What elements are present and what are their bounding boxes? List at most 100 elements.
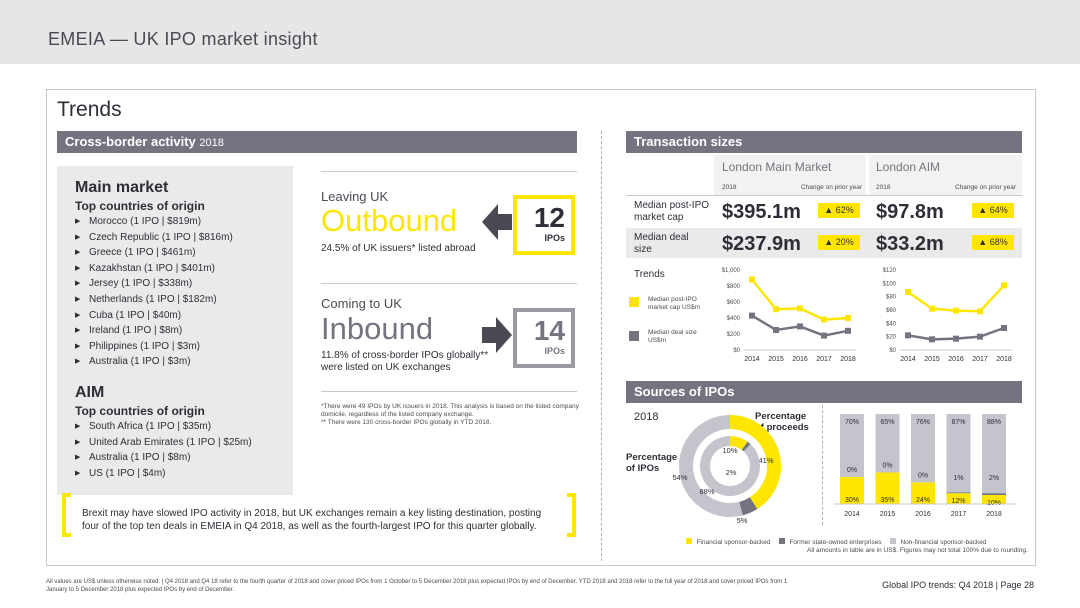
row-label-deal-size: Median deal size — [634, 232, 689, 255]
data-point — [929, 305, 935, 312]
y-tick-label: $0 — [733, 348, 740, 354]
outbound-desc: 24.5% of UK issuers* listed abroad — [321, 243, 476, 254]
bar-label: 65% — [880, 419, 894, 426]
y-tick-label: $400 — [727, 316, 741, 322]
row-label-market-cap: Median post-IPO market cap — [634, 200, 710, 223]
data-point — [845, 327, 851, 334]
outbound-count-box: 12 IPOs — [513, 195, 575, 255]
bullet-icon: ▶ — [75, 218, 81, 225]
bar-label: 88% — [987, 419, 1001, 426]
list-item-text: Netherlands (1 IPO | $182m) — [89, 294, 217, 305]
bar-label: 0% — [882, 463, 892, 470]
col-aim-year: 2018 — [876, 184, 891, 191]
main-deal-size-value: $237.9m — [722, 233, 801, 255]
aim-deal-size-value: $33.2m — [876, 233, 944, 255]
sources-header: Sources of IPOs — [626, 381, 1022, 403]
data-point — [845, 315, 851, 321]
bar-label: 2% — [989, 475, 999, 482]
data-point — [797, 323, 803, 330]
sources-donut-chart: 41% 5% 54% 10% 2% 88% — [672, 415, 781, 525]
y-tick-label: $40 — [886, 321, 897, 327]
series-line — [907, 284, 1005, 313]
y-tick-label: $0 — [889, 348, 896, 354]
col-main-market: London Main Market — [722, 160, 832, 174]
legend-swatch-state — [778, 538, 785, 544]
outbound-count: 12 — [533, 202, 565, 233]
countries-panel — [57, 166, 293, 495]
inbound-desc: 11.8% of cross-border IPOs globally** we… — [321, 350, 489, 373]
data-point — [929, 336, 935, 343]
data-point — [821, 332, 827, 339]
divider — [321, 391, 577, 392]
note-1: *There were 49 IPOs by UK issuers in 201… — [321, 403, 579, 418]
list-item-text: Australia (1 IPO | $3m) — [89, 356, 191, 368]
bar-segment — [911, 482, 935, 504]
col-main-year: 2018 — [722, 184, 737, 191]
list-item: ▶ Australia (1 IPO | $8m) — [75, 452, 191, 463]
list-item-text: United Arab Emirates (1 IPO | $25m) — [89, 436, 252, 448]
outbound-label: Outbound — [321, 203, 458, 238]
right-bracket — [567, 493, 576, 537]
bar-label: 87% — [951, 419, 965, 426]
list-item-text: Jersey (1 IPO | $338m) — [89, 278, 193, 290]
main-market-trend-chart: $0 $200 $400 $600 $800 $1,000 2014 2015 2016 2017… — [722, 268, 856, 363]
inbound-arrow-icon — [482, 317, 512, 353]
bullet-icon: ▶ — [75, 423, 81, 430]
list-item-text: Philippines (1 IPO | $3m) — [89, 340, 200, 352]
main-market-cap-change: ▲ 62% — [818, 203, 860, 218]
bar-label: 70% — [845, 419, 859, 426]
bar-label: 76% — [916, 419, 930, 426]
bullet-icon: ▶ — [75, 233, 81, 241]
divider — [321, 283, 577, 284]
bar-segment — [946, 493, 971, 504]
page-number: Global IPO trends: Q4 2018 | Page 28 — [882, 580, 1034, 590]
bullet-icon: ▶ — [75, 249, 81, 257]
x-tick-label: 2017 — [972, 356, 988, 363]
data-point — [749, 276, 755, 283]
x-tick-label: 2014 — [900, 356, 916, 363]
donut-slice — [700, 436, 760, 496]
bullet-icon: ▶ — [75, 280, 81, 288]
inbound-label: Inbound — [321, 311, 434, 346]
main-market-cap-change-value: 62% — [835, 205, 854, 215]
x-tick-label: 2015 — [924, 356, 940, 363]
list-item-text: Kazakhstan (1 IPO | $401m) — [89, 262, 215, 274]
inbound-count: 14 — [533, 315, 565, 346]
cross-border-heading: Cross-border activity — [65, 134, 196, 149]
slice-label: 54% — [672, 473, 687, 482]
data-point — [821, 316, 827, 323]
bar-label: 35% — [880, 497, 894, 504]
list-item: ▶ Philippines (1 IPO | $3m) — [75, 341, 200, 352]
data-point — [1001, 282, 1007, 289]
inbound-unit: IPOs — [544, 346, 565, 356]
aim-market-cap-value: $97.8m — [876, 201, 944, 223]
section-divider — [601, 131, 602, 561]
main-market-column-bg — [714, 155, 866, 195]
aim-deal-size-change: ▲ 68% — [972, 235, 1014, 250]
bar-label: 12% — [951, 498, 965, 505]
bar-label: 30% — [845, 497, 859, 504]
aim-market-cap-change-value: 64% — [989, 205, 1008, 215]
bar-segment — [875, 472, 900, 504]
bar-label: 1% — [953, 475, 963, 482]
y-tick-label: $600 — [727, 300, 741, 306]
legend-non-financial: Non-financial sponsor-backed — [900, 539, 987, 546]
transaction-sizes-heading: Transaction sizes — [634, 134, 743, 149]
legend-swatch-non-financial — [890, 538, 897, 544]
list-item-text: South Africa (1 IPO | $35m) — [89, 421, 212, 432]
divider — [321, 171, 577, 172]
outbound-arrow-icon — [482, 204, 512, 240]
list-item-text: Morocco (1 IPO | $819m) — [89, 216, 202, 227]
list-item: ▶ Greece (1 IPO | $461m) — [75, 247, 196, 258]
sources-heading: Sources of IPOs — [634, 384, 735, 399]
aim-trend-chart: $0 $20 $40 $60 $80 $100 $120 2014 2015 2016 2017 20… — [883, 268, 1012, 363]
legend-swatch-deal-size — [629, 331, 639, 341]
aim-deal-size-change-value: 68% — [989, 237, 1008, 247]
y-tick-label: $60 — [886, 308, 897, 314]
slice-label: 10% — [722, 446, 737, 455]
y-tick-label: $80 — [886, 295, 897, 301]
cross-border-notes: *There were 49 IPOs by UK issuers in 201… — [321, 403, 581, 427]
bar-segment — [911, 414, 935, 483]
data-point — [905, 289, 911, 295]
bullet-icon: ▶ — [75, 469, 81, 477]
